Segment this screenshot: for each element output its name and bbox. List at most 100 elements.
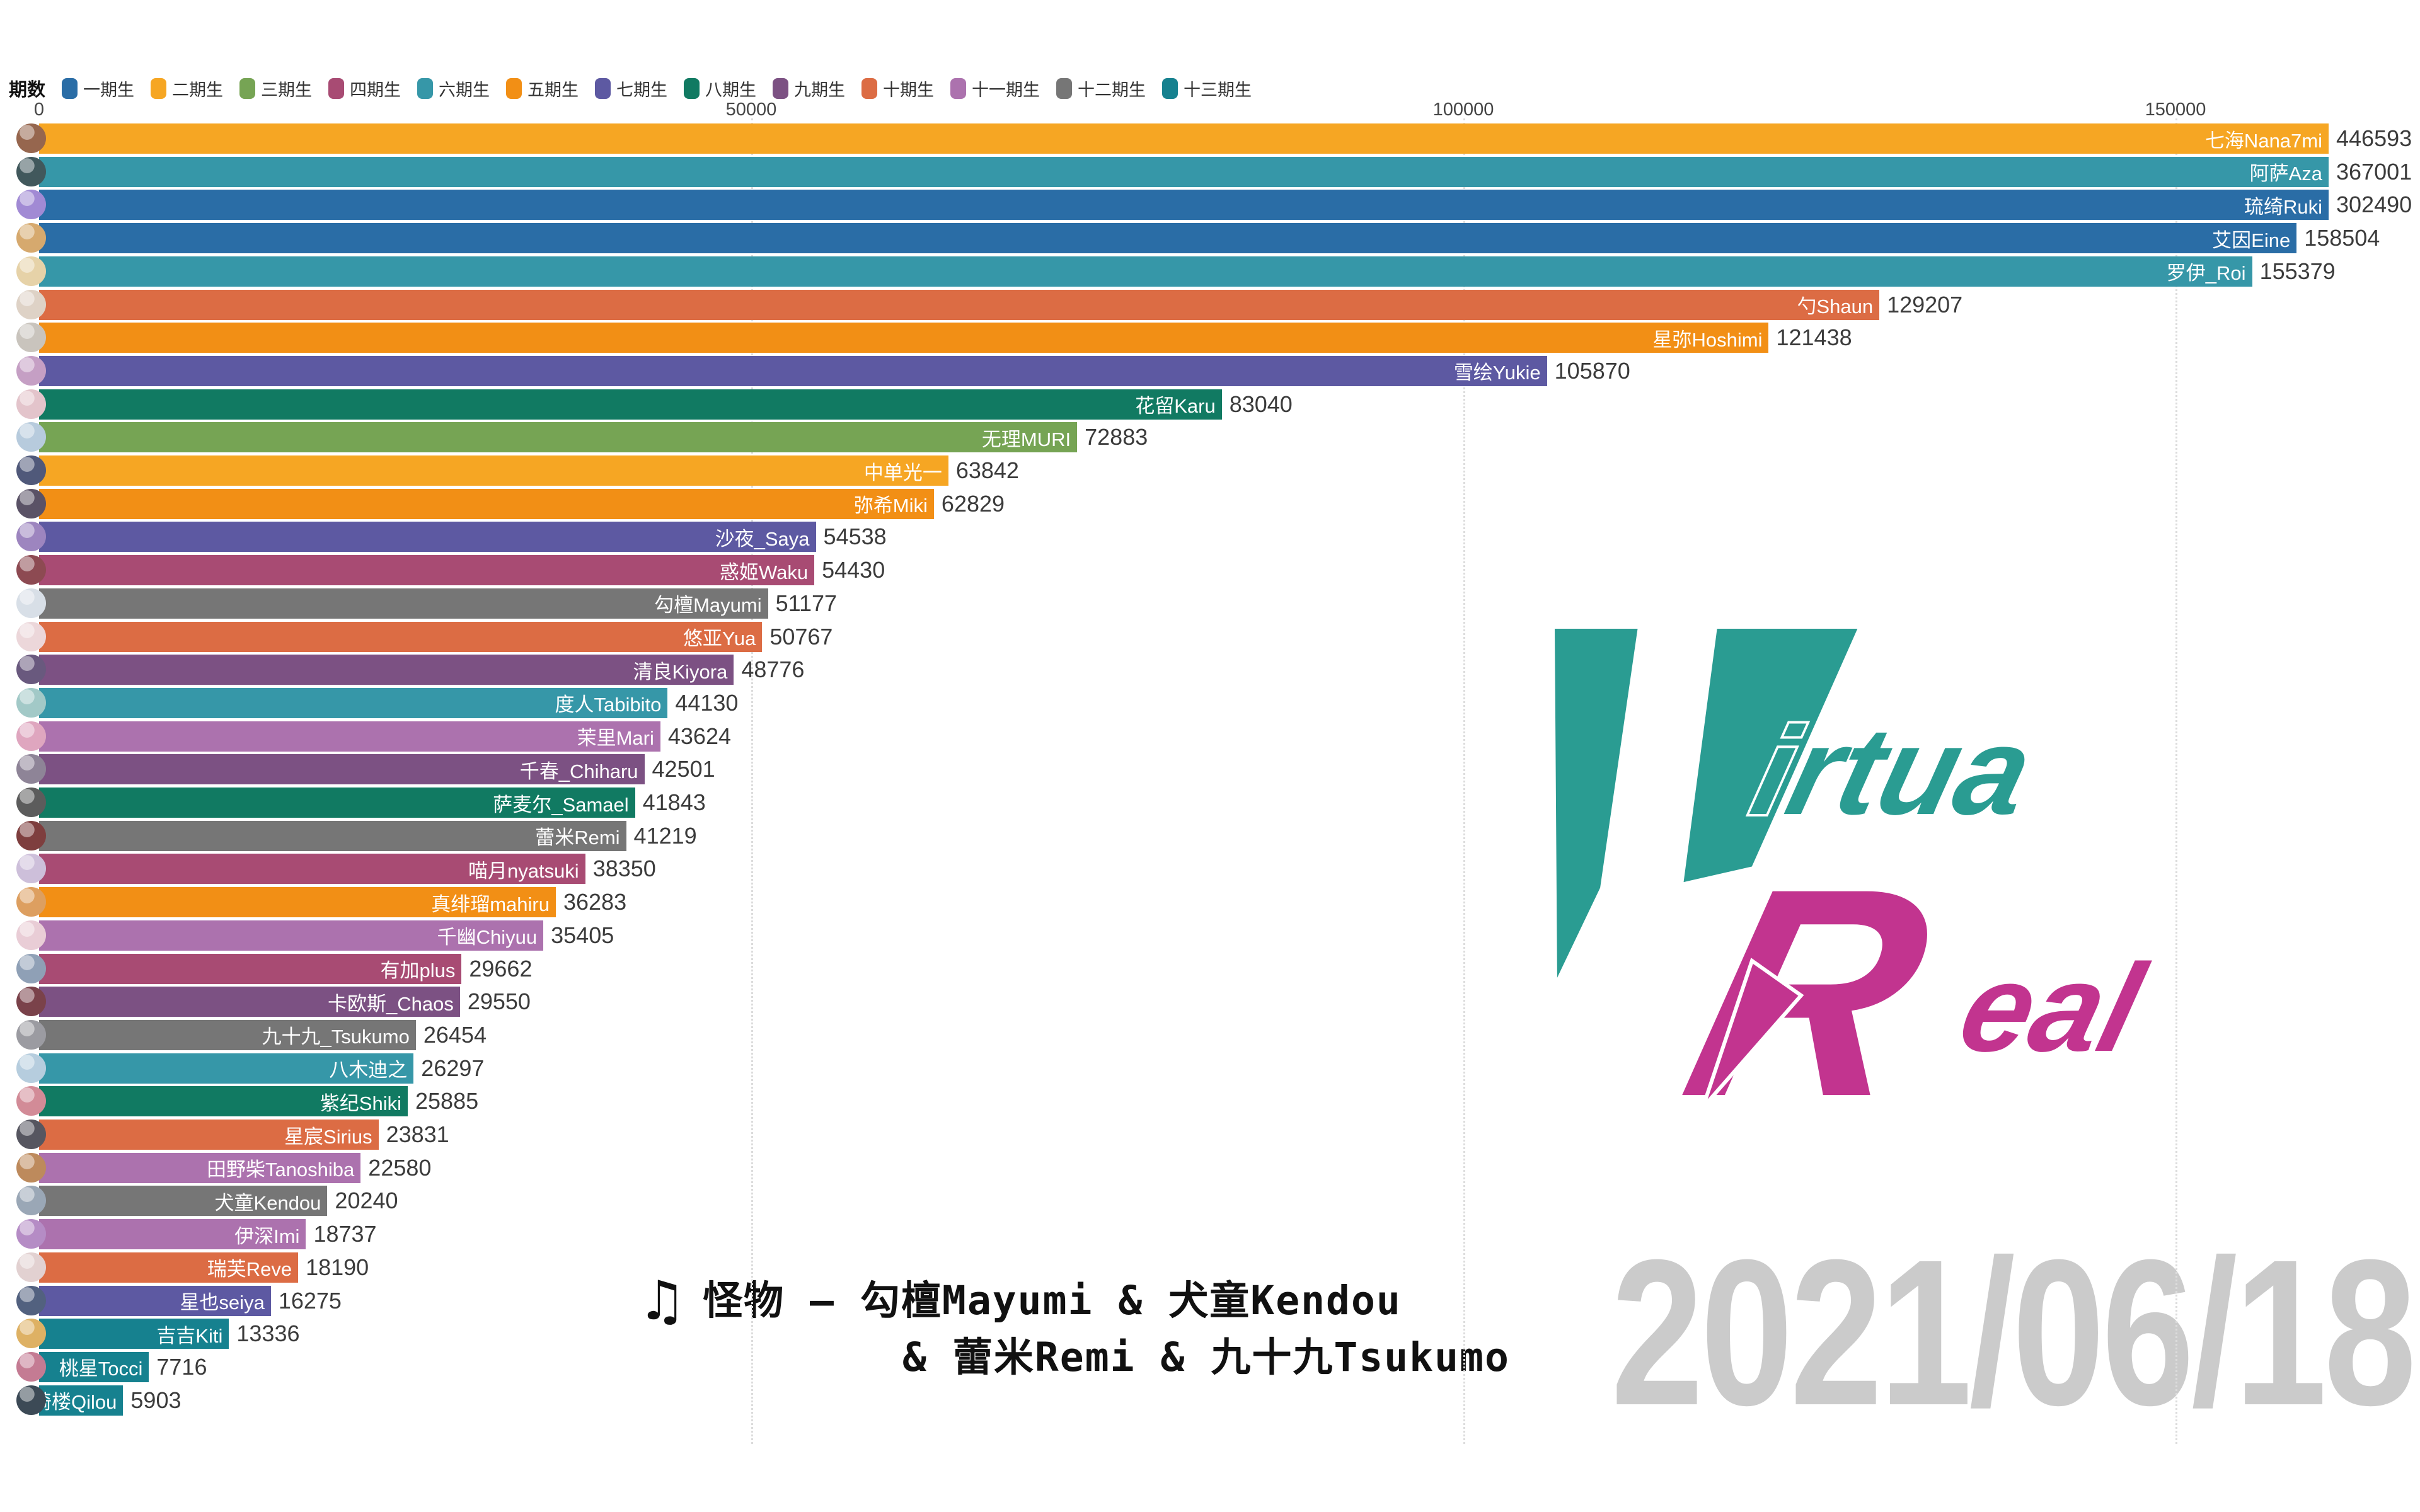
avatar — [16, 1351, 46, 1382]
avatar — [16, 123, 46, 153]
avatar — [16, 1319, 46, 1349]
bar-value-label: 41219 — [633, 822, 697, 849]
date-label: 2021/06/18 — [1611, 1216, 2417, 1448]
bar-row-千春_Chiharu: 千春_Chiharu 42501 — [0, 754, 2420, 785]
bar-row-艾因Eine: 艾因Eine 158504 — [0, 223, 2420, 254]
legend-item-label: 十期生 — [883, 80, 935, 100]
bar-value-label: 129207 — [1887, 291, 1963, 318]
avatar — [16, 1152, 46, 1183]
bar-row-弥希Miki: 弥希Miki 62829 — [0, 488, 2420, 519]
bar-value-label: 18737 — [313, 1221, 377, 1247]
legend-swatch-icon — [861, 77, 878, 99]
avatar — [16, 488, 46, 518]
bar: 萨麦尔_Samael — [39, 788, 635, 818]
bar-value-label: 51177 — [775, 590, 838, 616]
legend-item-九期生: 九期生 — [773, 76, 845, 101]
bar-row-无理MURI: 无理MURI 72883 — [0, 422, 2420, 453]
bar: 千幽Chiyuu — [39, 920, 544, 951]
bar-value-label: 72883 — [1085, 424, 1148, 450]
bar-row-瑞芙Reve: 瑞芙Reve 18190 — [0, 1252, 2420, 1283]
avatar — [16, 522, 46, 552]
bar-row-沙夜_Saya: 沙夜_Saya 54538 — [0, 522, 2420, 553]
bar-row-惑姬Waku: 惑姬Waku 54430 — [0, 555, 2420, 586]
bar-row-桃星Tocci: 桃星Tocci 7716 — [0, 1351, 2420, 1382]
bar-row-雪绘Yukie: 雪绘Yukie 105870 — [0, 355, 2420, 386]
bar: 八木迪之 — [39, 1053, 414, 1084]
bar: 七海Nana7mi — [39, 123, 2329, 154]
legend-item-一期生: 一期生 — [62, 76, 134, 101]
bar-value-label: 44130 — [675, 689, 739, 716]
legend-item-label: 六期生 — [439, 80, 490, 100]
bar-name-label: 萨麦尔_Samael — [493, 793, 629, 816]
virtuareal-logo: irtua R eal — [1550, 625, 2160, 1160]
avatar — [16, 987, 46, 1017]
bar-value-label: 18190 — [306, 1254, 369, 1280]
bar-row-犬童Kendou: 犬童Kendou 20240 — [0, 1186, 2420, 1217]
bar-name-label: 悠亚Yua — [683, 627, 756, 650]
legend-title: 期数 — [9, 80, 46, 100]
bar-row-千幽Chiyuu: 千幽Chiyuu 35405 — [0, 920, 2420, 951]
bar: 喵月nyatsuki — [39, 854, 585, 885]
bar-value-label: 367001 — [2336, 158, 2412, 185]
bar-value-label: 54430 — [822, 557, 885, 583]
bar-row-星弥Hoshimi: 星弥Hoshimi 121438 — [0, 323, 2420, 353]
bar-value-label: 29550 — [467, 988, 531, 1015]
song-title-line1: 怪物 – 勾檀Mayumi & 犬童Kendou — [703, 1278, 1402, 1324]
bar-row-罗伊_Roi: 罗伊_Roi 155379 — [0, 256, 2420, 287]
bar-name-label: 九十九_Tsukumo — [262, 1026, 410, 1048]
bar-name-label: 喵月nyatsuki — [468, 859, 579, 882]
bar-row-田野柴Tanoshiba: 田野柴Tanoshiba 22580 — [0, 1152, 2420, 1183]
avatar — [16, 1019, 46, 1050]
avatar — [16, 820, 46, 850]
bar-value-label: 105870 — [1554, 357, 1630, 384]
legend-swatch-icon — [151, 77, 167, 99]
legend-item-label: 十一期生 — [972, 80, 1040, 100]
avatar — [16, 389, 46, 419]
avatar — [16, 687, 46, 718]
bar-row-悠亚Yua: 悠亚Yua 50767 — [0, 621, 2420, 652]
legend-swatch-icon — [950, 77, 967, 99]
bar-row-真绯瑠mahiru: 真绯瑠mahiru 36283 — [0, 887, 2420, 918]
legend-item-label: 九期生 — [794, 80, 846, 100]
legend-item-label: 十二期生 — [1078, 80, 1146, 100]
bar-row-勺Shaun: 勺Shaun 129207 — [0, 289, 2420, 320]
bar: 弥希Miki — [39, 488, 934, 519]
avatar — [16, 190, 46, 220]
song-title-line2: & 蕾米Remi & 九十九Tsukumo — [902, 1334, 1510, 1380]
bar-row-喵月nyatsuki: 喵月nyatsuki 38350 — [0, 854, 2420, 885]
avatar — [16, 555, 46, 585]
bar-name-label: 桃星Tocci — [59, 1358, 143, 1380]
legend-swatch-icon — [417, 77, 434, 99]
bar-value-label: 25885 — [415, 1088, 479, 1114]
avatar — [16, 1219, 46, 1249]
legend-item-十一期生: 十一期生 — [950, 76, 1040, 101]
bar-name-label: 艾因Eine — [2212, 229, 2291, 251]
logo-v-mark — [1550, 625, 1864, 987]
bar-name-label: 瑞芙Reve — [207, 1258, 292, 1281]
bar-value-label: 446593 — [2336, 125, 2412, 151]
bar-row-紫纪Shiki: 紫纪Shiki 25885 — [0, 1086, 2420, 1117]
bar: 勺Shaun — [39, 289, 1880, 320]
bar: 沙夜_Saya — [39, 522, 816, 553]
bar: 茉里Mari — [39, 721, 660, 752]
avatar — [16, 355, 46, 386]
bar: 惑姬Waku — [39, 555, 815, 586]
avatar — [16, 588, 46, 618]
bar-name-label: 八木迪之 — [329, 1059, 408, 1082]
avatar — [16, 854, 46, 884]
bar-value-label: 29662 — [469, 955, 533, 982]
bar-name-label: 千春_Chiharu — [519, 760, 638, 782]
avatar — [16, 621, 46, 651]
bar-value-label: 50767 — [769, 623, 833, 650]
bar-name-label: 蕾米Remi — [535, 827, 620, 849]
bar-name-label: 卡欧斯_Chaos — [327, 992, 454, 1015]
bar: 卡欧斯_Chaos — [39, 987, 460, 1017]
bar-row-阿萨Aza: 阿萨Aza 367001 — [0, 156, 2420, 187]
legend-swatch-icon — [62, 77, 78, 99]
bar-row-星宸Sirius: 星宸Sirius 23831 — [0, 1120, 2420, 1150]
bar-value-label: 36283 — [563, 889, 627, 915]
bar-name-label: 花留Karu — [1135, 395, 1216, 418]
bar-name-label: 星弥Hoshimi — [1652, 328, 1763, 351]
avatar — [16, 887, 46, 917]
bar-name-label: 弥希Miki — [853, 495, 928, 517]
